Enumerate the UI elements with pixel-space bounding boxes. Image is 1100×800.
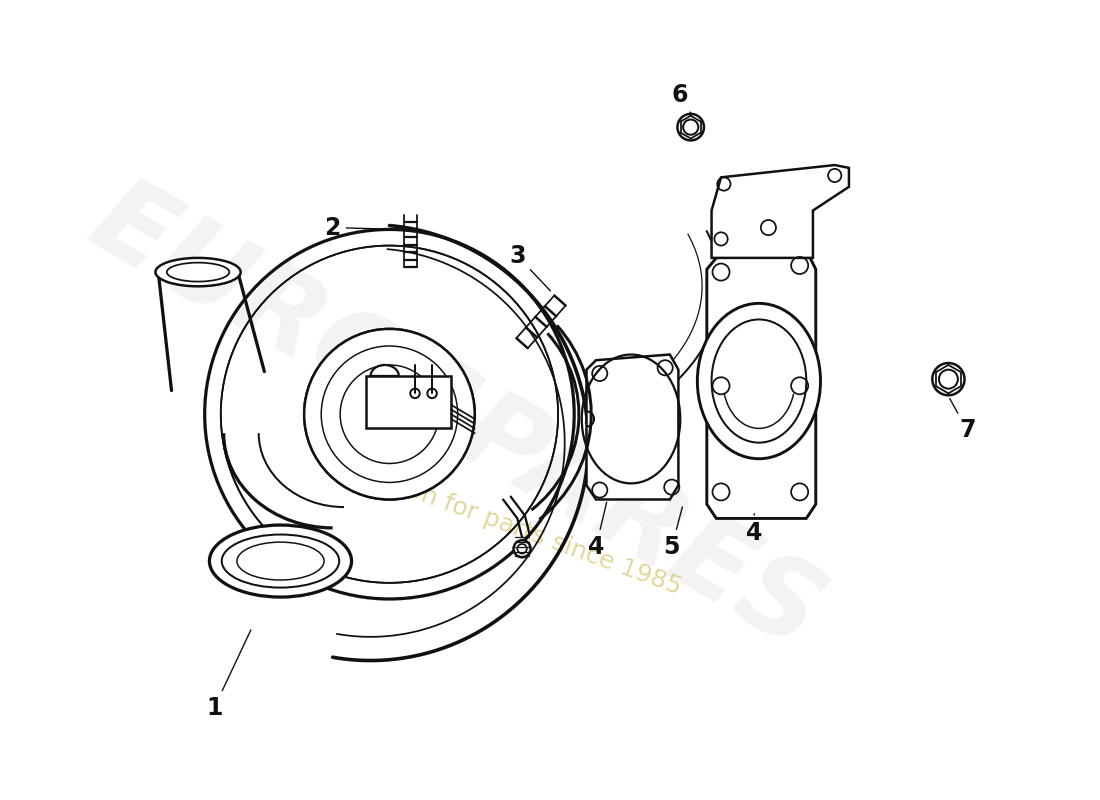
Text: 2: 2 xyxy=(324,215,398,239)
Circle shape xyxy=(305,329,475,499)
Text: 3: 3 xyxy=(509,244,550,291)
Circle shape xyxy=(202,227,576,601)
Text: EUROSPARES: EUROSPARES xyxy=(72,166,839,671)
Polygon shape xyxy=(365,376,451,429)
Text: 5: 5 xyxy=(663,507,682,559)
Circle shape xyxy=(305,329,475,499)
Circle shape xyxy=(205,230,574,599)
Text: a passion for parts since 1985: a passion for parts since 1985 xyxy=(321,447,685,599)
Ellipse shape xyxy=(209,525,352,597)
Text: 6: 6 xyxy=(671,83,691,113)
Text: 1: 1 xyxy=(206,630,251,720)
Circle shape xyxy=(933,363,965,395)
Circle shape xyxy=(678,114,704,141)
Circle shape xyxy=(427,389,437,398)
Ellipse shape xyxy=(155,258,241,286)
Polygon shape xyxy=(707,250,816,518)
Polygon shape xyxy=(586,354,679,499)
Ellipse shape xyxy=(167,262,229,282)
Text: 4: 4 xyxy=(746,514,762,545)
Circle shape xyxy=(410,389,420,398)
Ellipse shape xyxy=(697,303,821,458)
Text: 4: 4 xyxy=(587,502,607,559)
Circle shape xyxy=(514,540,530,558)
Text: 7: 7 xyxy=(949,398,976,442)
Polygon shape xyxy=(712,165,849,258)
